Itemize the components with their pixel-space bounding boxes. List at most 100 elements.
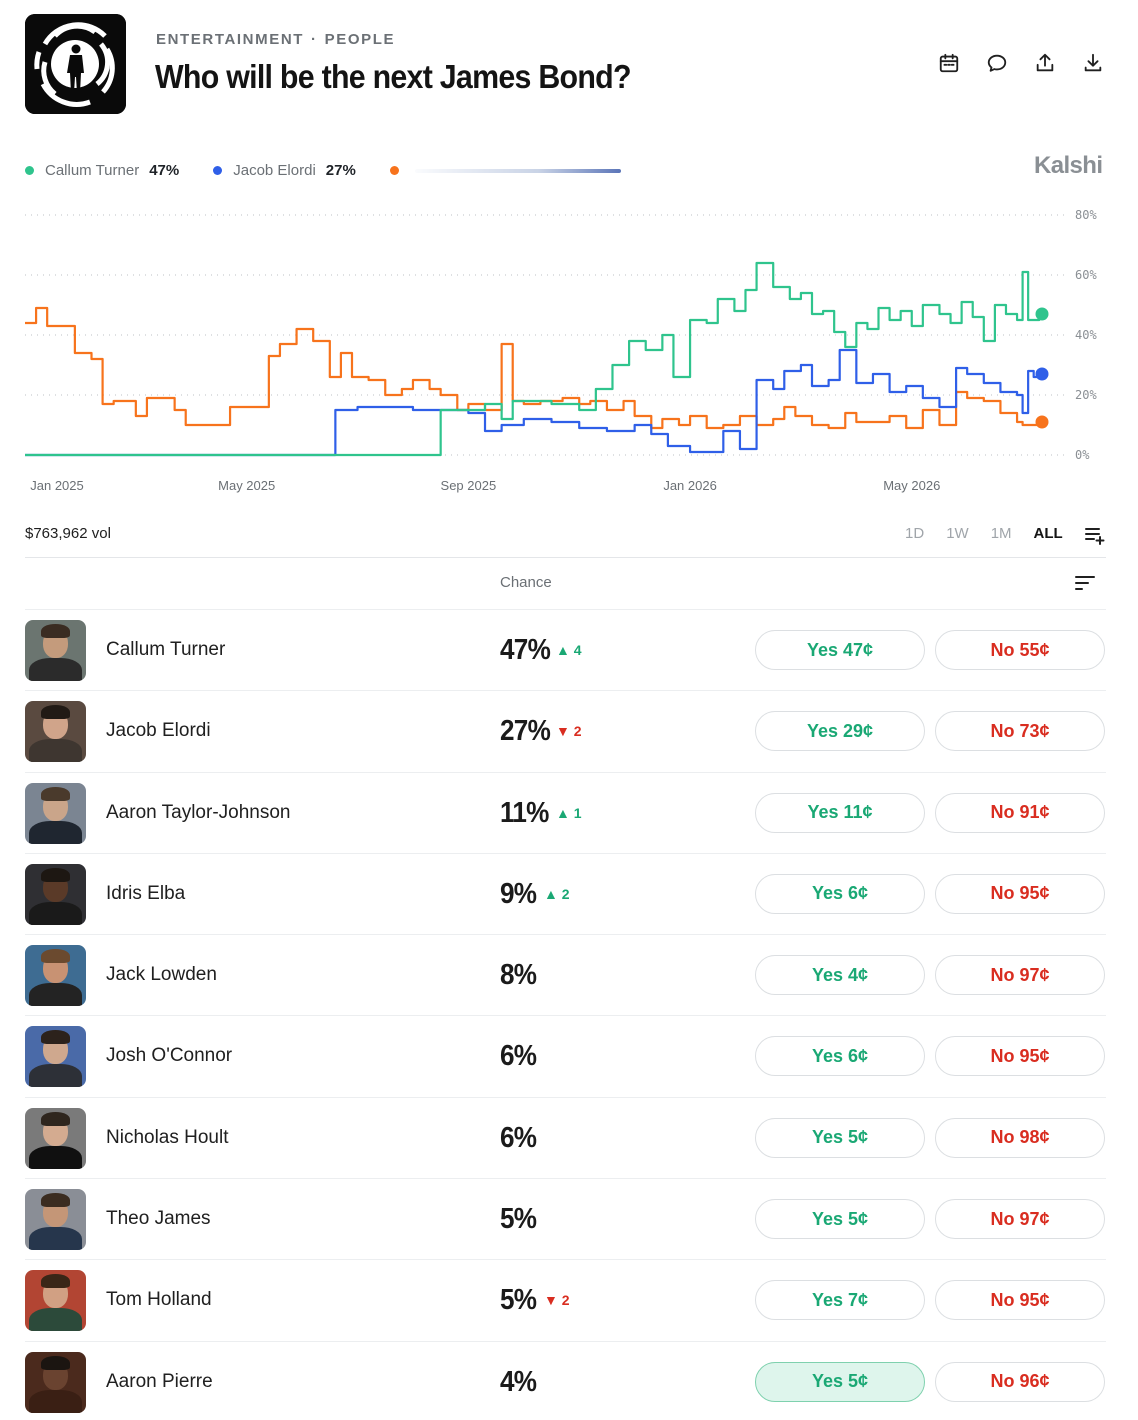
legend-dot-0 [25, 166, 34, 175]
x-tick-label: Sep 2025 [441, 478, 497, 493]
chance-change: ▲ 2 [544, 885, 570, 902]
buy-no-button[interactable]: No 96¢ [935, 1361, 1105, 1402]
buy-no-button[interactable]: No 97¢ [935, 1199, 1105, 1240]
column-header-chance: Chance [500, 574, 552, 591]
legend-name: Callum Turner [45, 162, 140, 179]
outcome-name[interactable]: Tom Holland [106, 1289, 212, 1311]
breadcrumb-separator: · [311, 31, 318, 48]
buy-no-button[interactable]: No 97¢ [935, 955, 1105, 996]
legend-obscured-label [414, 168, 621, 173]
buy-yes-button[interactable]: Yes 47¢ [755, 630, 925, 670]
buy-no-button[interactable]: No 98¢ [935, 1117, 1105, 1158]
buy-yes-button[interactable]: Yes 5¢ [755, 1361, 925, 1402]
avatar-hair [41, 1193, 70, 1208]
outcome-chance: 6% [500, 1121, 537, 1154]
legend-item-obscured[interactable] [389, 166, 621, 175]
x-tick-label: May 2025 [218, 478, 275, 493]
legend-value: 47% [149, 162, 180, 179]
legend-name: Jacob Elordi [233, 162, 316, 179]
y-tick-label: 60% [1075, 268, 1097, 282]
avatar [25, 782, 86, 844]
calendar-icon[interactable] [936, 50, 962, 76]
avatar [25, 1351, 86, 1413]
legend-dot-2 [389, 166, 399, 175]
outcome-name[interactable]: Callum Turner [106, 639, 226, 660]
avatar-hair [41, 867, 70, 882]
outcome-chance: 47% [500, 634, 551, 666]
avatar-suit [29, 1227, 82, 1251]
outcome-row[interactable]: Callum Turner 47% ▲ 4 Yes 47¢ No 55¢ [25, 609, 1106, 690]
chance-change: ▲ 4 [556, 642, 582, 658]
range-1w[interactable]: 1W [946, 525, 969, 542]
legend-item-jacob-elordi[interactable]: Jacob Elordi 27% [213, 162, 356, 179]
buy-yes-button[interactable]: Yes 29¢ [755, 711, 925, 752]
outcome-name[interactable]: Idris Elba [106, 882, 186, 904]
buy-no-button[interactable]: No 95¢ [935, 1280, 1105, 1321]
range-1m[interactable]: 1M [990, 525, 1012, 542]
buy-no-button[interactable]: No 73¢ [935, 711, 1105, 752]
series-line-2 [25, 306, 1044, 430]
outcome-row[interactable]: Idris Elba 9% ▲ 2 Yes 6¢ No 95¢ [25, 852, 1106, 934]
buy-yes-button[interactable]: Yes 5¢ [755, 1199, 925, 1240]
avatar [25, 945, 86, 1007]
outcome-row[interactable]: Theo James 5% Yes 5¢ No 97¢ [25, 1178, 1106, 1259]
legend-value: 27% [325, 162, 356, 179]
buy-yes-button[interactable]: Yes 6¢ [755, 873, 925, 914]
outcome-row[interactable]: Aaron Pierre 4% Yes 5¢ No 96¢ [25, 1340, 1106, 1420]
price-history-chart[interactable]: 80% 60% 40% 20% 0% Jan 2025 May 2025 Sep 2025 Ja… [0, 200, 1138, 500]
series-line-1 [25, 348, 1044, 457]
legend-dot-1 [213, 166, 223, 175]
outcome-chance: 4% [500, 1365, 537, 1398]
y-tick-label: 40% [1075, 328, 1097, 342]
outcome-chance: 8% [500, 959, 537, 992]
outcome-name[interactable]: Jack Lowden [106, 964, 217, 986]
series-line-0 [25, 261, 1044, 457]
avatar-hair [41, 705, 70, 720]
avatar-suit [29, 1145, 82, 1169]
buy-yes-button[interactable]: Yes 5¢ [755, 1117, 925, 1158]
range-all[interactable]: ALL [1033, 525, 1063, 542]
outcome-name[interactable]: Theo James [106, 1208, 211, 1230]
outcome-name[interactable]: Aaron Pierre [106, 1370, 213, 1392]
avatar-suit [29, 1389, 82, 1413]
share-icon[interactable] [1032, 50, 1058, 76]
comment-icon[interactable] [984, 50, 1010, 76]
legend-item-callum-turner[interactable]: Callum Turner 47% [25, 162, 179, 179]
buy-yes-button[interactable]: Yes 7¢ [755, 1280, 925, 1321]
outcome-name[interactable]: Jacob Elordi [106, 720, 211, 742]
outcome-name[interactable]: Josh O'Connor [106, 1045, 233, 1067]
add-to-list-icon[interactable] [1084, 525, 1106, 545]
outcome-row[interactable]: Jacob Elordi 27% ▼ 2 Yes 29¢ No 73¢ [25, 690, 1106, 771]
chance-change: ▲ 1 [556, 804, 582, 821]
outcome-row[interactable]: Jack Lowden 8% Yes 4¢ No 97¢ [25, 934, 1106, 1015]
range-1d[interactable]: 1D [905, 525, 925, 542]
buy-no-button[interactable]: No 95¢ [935, 873, 1105, 914]
buy-yes-button[interactable]: Yes 4¢ [755, 955, 925, 996]
y-tick-label: 20% [1075, 388, 1097, 402]
outcome-name[interactable]: Aaron Taylor-Johnson [106, 801, 291, 823]
avatar-hair [41, 786, 70, 801]
outcome-row[interactable]: Tom Holland 5% ▼ 2 Yes 7¢ No 95¢ [25, 1259, 1106, 1340]
outcome-row[interactable]: Josh O'Connor 6% Yes 6¢ No 95¢ [25, 1015, 1106, 1096]
outcomes-table: Callum Turner 47% ▲ 4 Yes 47¢ No 55¢ Jac… [25, 609, 1106, 1420]
download-icon[interactable] [1080, 50, 1106, 76]
breadcrumb: ENTERTAINMENT · PEOPLE [156, 31, 395, 48]
avatar-hair [41, 624, 70, 638]
buy-yes-button[interactable]: Yes 11¢ [755, 792, 925, 833]
outcome-name[interactable]: Nicholas Hoult [106, 1126, 229, 1148]
avatar [25, 1270, 86, 1332]
y-tick-label: 80% [1075, 208, 1097, 222]
outcome-row[interactable]: Aaron Taylor-Johnson 11% ▲ 1 Yes 11¢ No … [25, 771, 1106, 853]
avatar-suit [29, 1308, 82, 1332]
outcome-chance: 9% [500, 877, 537, 910]
sort-icon[interactable] [1074, 573, 1096, 593]
buy-no-button[interactable]: No 91¢ [935, 792, 1105, 833]
buy-no-button[interactable]: No 55¢ [935, 630, 1105, 670]
buy-no-button[interactable]: No 95¢ [935, 1036, 1105, 1077]
outcome-row[interactable]: Nicholas Hoult 6% Yes 5¢ No 98¢ [25, 1096, 1106, 1178]
breadcrumb-category[interactable]: ENTERTAINMENT [156, 31, 305, 48]
chart-legend: Callum Turner 47% Jacob Elordi 27% [25, 162, 621, 179]
breadcrumb-subcategory[interactable]: PEOPLE [324, 31, 396, 48]
buy-yes-button[interactable]: Yes 6¢ [755, 1036, 925, 1077]
avatar-hair [41, 1274, 70, 1289]
